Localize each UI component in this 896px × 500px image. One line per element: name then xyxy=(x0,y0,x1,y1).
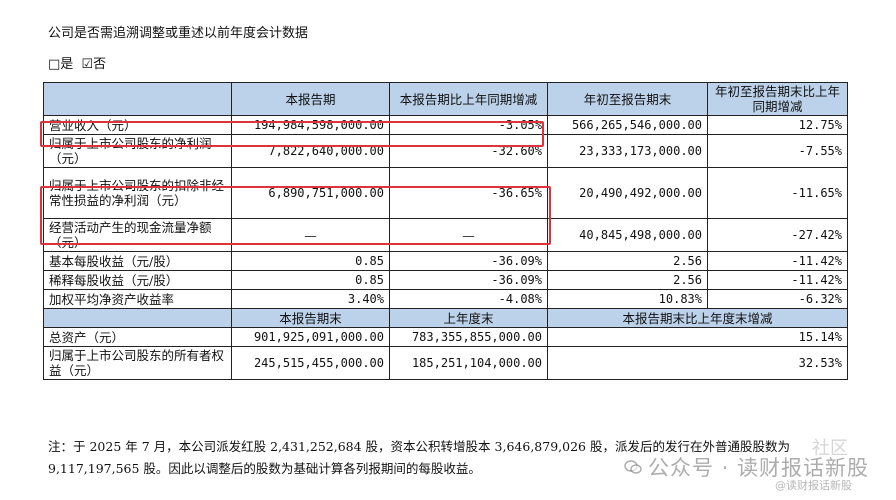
table-cell: 10.83% xyxy=(547,289,708,309)
table-cell: 0.85 xyxy=(231,251,390,271)
table-cell: -11.42% xyxy=(707,251,848,271)
option-yes: □是 xyxy=(48,57,74,72)
row-label: 营业收入（元） xyxy=(43,115,232,135)
header-cell-ytd: 年初至报告期末 xyxy=(547,82,708,116)
table-row: 总资产（元） 901,925,091,000.00 783,355,855,00… xyxy=(43,327,848,347)
header-cell-blank xyxy=(43,82,232,116)
watermark-top-text: 社区 xyxy=(812,438,848,459)
table-cell: -11.65% xyxy=(707,167,848,219)
header-cell-yoy-change: 本报告期比上年同期增减 xyxy=(389,82,548,116)
table-cell: 20,490,492,000.00 xyxy=(547,167,708,219)
watermark-text: 公众号 · 读财报话新股 xyxy=(648,456,870,480)
table-cell: 6,890,751,000.00 xyxy=(231,167,390,219)
wechat-icon xyxy=(624,460,642,474)
row-label: 总资产（元） xyxy=(43,327,232,347)
table-cell: 40,845,498,000.00 xyxy=(547,218,708,252)
table-cell: -32.60% xyxy=(389,134,548,168)
financial-data-table: 本报告期 本报告期比上年同期增减 年初至报告期末 年初至报告期末比上年同期增减 … xyxy=(43,82,848,380)
table-cell: 566,265,546,000.00 xyxy=(547,115,708,135)
table-cell: — xyxy=(231,218,390,252)
table-cell: 2.56 xyxy=(547,270,708,290)
row-label: 归属于上市公司股东的所有者权益（元） xyxy=(43,346,232,380)
header-cell-ytd-change: 年初至报告期末比上年同期增减 xyxy=(707,82,848,116)
table-cell: 32.53% xyxy=(547,346,848,380)
table-cell: -36.09% xyxy=(389,251,548,271)
table-cell: -36.09% xyxy=(389,270,548,290)
table-cell: 783,355,855,000.00 xyxy=(389,327,548,347)
table-cell: -7.55% xyxy=(707,134,848,168)
table-cell: -4.08% xyxy=(389,289,548,309)
table-cell: 0.85 xyxy=(231,270,390,290)
table-cell: -6.32% xyxy=(707,289,848,309)
row-label: 归属于上市公司股东的扣除非经常性损益的净利润（元） xyxy=(43,167,232,219)
table-subheader-row: 本报告期末 上年度末 本报告期末比上年度末增减 xyxy=(43,308,848,328)
subheader-cell-period-end: 本报告期末 xyxy=(231,308,390,328)
answer-options: □是 ☑否 xyxy=(48,53,106,72)
table-cell: -36.65% xyxy=(389,167,548,219)
table-cell: 901,925,091,000.00 xyxy=(231,327,390,347)
table-cell: -27.42% xyxy=(707,218,848,252)
table-cell: 185,251,104,000.00 xyxy=(389,346,548,380)
table-cell: 7,822,640,000.00 xyxy=(231,134,390,168)
table-row: 归属于上市公司股东的扣除非经常性损益的净利润（元） 6,890,751,000.… xyxy=(43,167,848,219)
row-label: 归属于上市公司股东的净利润（元） xyxy=(43,134,232,168)
table-row: 营业收入（元） 194,984,598,000.00 -3.05% 566,26… xyxy=(43,115,848,135)
row-label: 基本每股收益（元/股） xyxy=(43,251,232,271)
watermark-small-text: @读财报话新股 xyxy=(775,479,852,492)
table-row: 稀释每股收益（元/股） 0.85 -36.09% 2.56 -11.42% xyxy=(43,270,848,290)
table-cell: 15.14% xyxy=(547,327,848,347)
subheader-cell-blank xyxy=(43,308,232,328)
table-cell: 3.40% xyxy=(231,289,390,309)
table-row: 归属于上市公司股东的所有者权益（元） 245,515,455,000.00 18… xyxy=(43,346,848,380)
table-cell: 23,333,173,000.00 xyxy=(547,134,708,168)
table-row: 加权平均净资产收益率 3.40% -4.08% 10.83% -6.32% xyxy=(43,289,848,309)
table-cell: -3.05% xyxy=(389,115,548,135)
row-label: 稀释每股收益（元/股） xyxy=(43,270,232,290)
footnote-text: 注：于 2025 年 7 月，本公司派发红股 2,431,252,684 股，资… xyxy=(48,439,790,476)
table-row: 基本每股收益（元/股） 0.85 -36.09% 2.56 -11.42% xyxy=(43,251,848,271)
table-row: 归属于上市公司股东的净利润（元） 7,822,640,000.00 -32.60… xyxy=(43,134,848,168)
option-no: ☑否 xyxy=(81,57,107,72)
header-cell-current-period: 本报告期 xyxy=(231,82,390,116)
question-text: 公司是否需追溯调整或重述以前年度会计数据 xyxy=(48,26,309,41)
subheader-cell-prior-year-end: 上年度末 xyxy=(389,308,548,328)
row-label: 经营活动产生的现金流量净额（元） xyxy=(43,218,232,252)
table-cell: 245,515,455,000.00 xyxy=(231,346,390,380)
row-label: 加权平均净资产收益率 xyxy=(43,289,232,309)
table-cell: 12.75% xyxy=(707,115,848,135)
table-cell: -11.42% xyxy=(707,270,848,290)
table-cell: 2.56 xyxy=(547,251,708,271)
table-cell: 194,984,598,000.00 xyxy=(231,115,390,135)
table-cell: — xyxy=(389,218,548,252)
table-row: 经营活动产生的现金流量净额（元） — — 40,845,498,000.00 -… xyxy=(43,218,848,252)
subheader-cell-change: 本报告期末比上年度末增减 xyxy=(547,308,848,328)
table-header-row: 本报告期 本报告期比上年同期增减 年初至报告期末 年初至报告期末比上年同期增减 xyxy=(43,82,848,116)
